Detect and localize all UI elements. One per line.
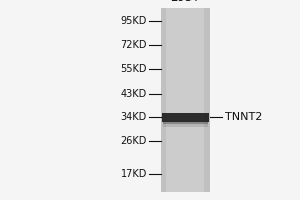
Bar <box>162 112 208 122</box>
Text: 34KD: 34KD <box>121 112 147 122</box>
Text: TNNT2: TNNT2 <box>225 112 262 122</box>
Bar <box>160 8 210 192</box>
Text: 72KD: 72KD <box>121 40 147 50</box>
Bar <box>163 122 208 124</box>
Text: 293T: 293T <box>170 0 200 4</box>
Bar <box>163 121 208 127</box>
Text: 26KD: 26KD <box>121 136 147 146</box>
Text: 95KD: 95KD <box>121 16 147 26</box>
Text: 17KD: 17KD <box>121 169 147 179</box>
Text: 55KD: 55KD <box>121 64 147 74</box>
Text: 43KD: 43KD <box>121 89 147 99</box>
Bar <box>160 8 166 192</box>
Bar <box>204 8 210 192</box>
